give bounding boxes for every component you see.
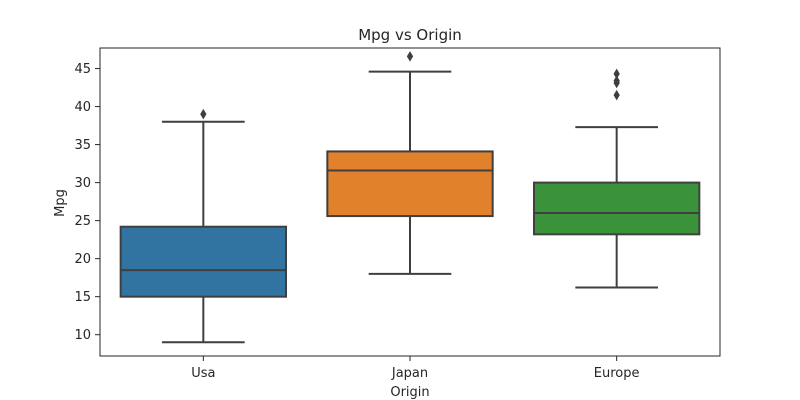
x-tick-label-europe: Europe [594,366,640,381]
box-group-usa [119,108,287,344]
x-tick-label-japan: Japan [391,366,428,381]
y-tick-label-10: 10 [74,328,91,343]
x-tick-label-usa: Usa [191,366,215,381]
box-japan [326,150,494,218]
box-group-japan [326,51,494,275]
y-tick-label-35: 35 [74,138,91,153]
outlier-usa-0 [200,108,207,120]
y-tick-label-15: 15 [74,290,91,305]
box-group-europe [533,68,701,289]
x-axis-label: Origin [390,385,429,400]
x-axis: Usa Japan Europe [191,356,640,381]
y-tick-label-45: 45 [74,62,91,77]
outlier-japan-0 [406,51,414,62]
y-axis-label: Mpg [53,189,68,217]
y-tick-label-20: 20 [74,252,91,267]
y-tick-label-25: 25 [74,214,91,229]
outlier-europe-2 [613,75,620,86]
y-tick-label-30: 30 [74,176,91,191]
y-tick-label-40: 40 [74,100,91,115]
plot-area [119,51,701,344]
box-usa [119,225,287,298]
box-europe [533,181,701,236]
outlier-europe-0 [613,89,620,101]
y-axis: 10 15 20 25 30 35 40 45 [74,62,100,343]
chart-title: Mpg vs Origin [358,26,462,44]
outlier-europe-3 [613,68,620,80]
